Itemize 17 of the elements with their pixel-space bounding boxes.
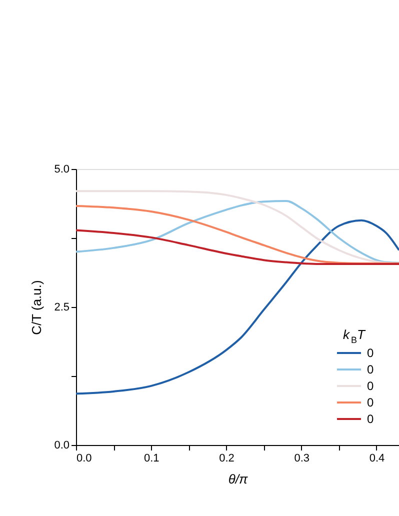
line-series xyxy=(76,229,399,265)
x-tick-label: 0.2 xyxy=(219,452,234,464)
legend-label: 0 xyxy=(367,379,374,393)
legend-label: 0 xyxy=(367,346,374,360)
x-tick-label: 0.0 xyxy=(76,452,92,464)
x-axis-title: θ/π xyxy=(228,472,248,486)
legend-label: 0 xyxy=(367,412,374,426)
legend-label: 0 xyxy=(367,396,374,410)
x-tick-label: 0.3 xyxy=(294,452,310,464)
y-axis-title: C/T (a.u.) xyxy=(29,280,44,335)
y-tick-label: 2.5 xyxy=(54,302,70,314)
x-tick-label: 0.4 xyxy=(369,452,385,464)
y-tick-label: 0.0 xyxy=(54,440,70,452)
line-series xyxy=(76,219,399,395)
x-tick-label: 0.1 xyxy=(144,452,160,464)
legend-label: 0 xyxy=(367,362,374,376)
y-tick-label: 5.0 xyxy=(54,164,70,176)
